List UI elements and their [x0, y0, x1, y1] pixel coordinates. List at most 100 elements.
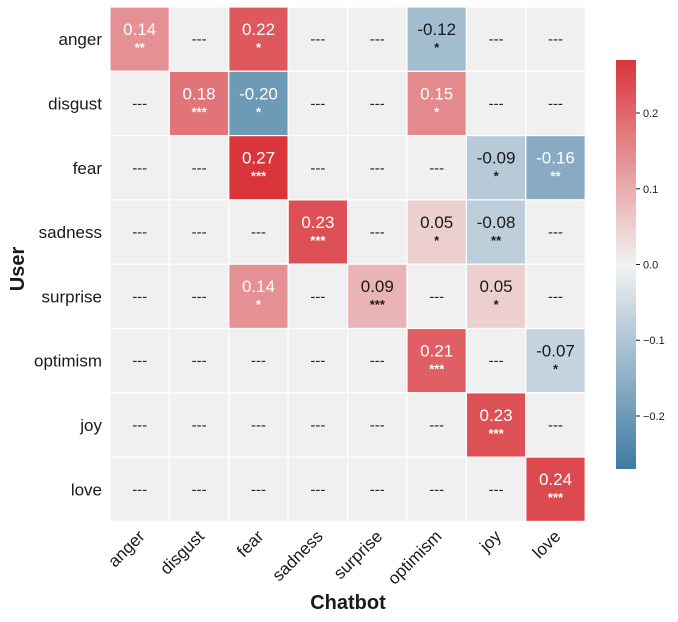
- heatmap-cell: [406, 135, 468, 201]
- cell-value-label: 0.23: [301, 213, 334, 232]
- cell-significance-label: *: [553, 362, 559, 377]
- cell-significance-label: *: [256, 297, 262, 312]
- cell-empty-label: ---: [310, 417, 325, 434]
- cell-empty-label: ---: [132, 288, 147, 305]
- cell-empty-label: ---: [489, 31, 504, 48]
- cell-empty-label: ---: [132, 417, 147, 434]
- heatmap-cell: [109, 263, 171, 330]
- x-tick-label: love: [529, 527, 564, 562]
- cell-empty-label: ---: [548, 417, 563, 434]
- cell-value-label: 0.21: [420, 342, 453, 361]
- heatmap-cell: [228, 392, 289, 458]
- cell-empty-label: ---: [251, 353, 266, 370]
- cell-value-label: 0.05: [480, 277, 513, 296]
- colorbar-tick-label: 0.2: [643, 108, 658, 120]
- heatmap-cell: [168, 456, 230, 523]
- cell-empty-label: ---: [370, 224, 385, 241]
- y-tick-label: joy: [79, 416, 102, 435]
- cell-significance-label: *: [256, 104, 262, 119]
- cell-empty-label: ---: [192, 31, 207, 48]
- heatmap-cell: [406, 392, 468, 458]
- y-tick-label: optimism: [34, 352, 102, 371]
- y-tick-label: disgust: [48, 94, 102, 113]
- cell-empty-label: ---: [132, 95, 147, 112]
- cell-value-label: 0.23: [480, 406, 513, 425]
- y-tick-label: surprise: [42, 287, 102, 306]
- cell-significance-label: ***: [251, 169, 267, 184]
- heatmap-cell: [347, 263, 408, 330]
- heatmap-cell: [525, 456, 586, 523]
- heatmap-cell: [109, 456, 171, 523]
- cell-significance-label: ***: [429, 362, 445, 377]
- cell-value-label: 0.09: [361, 277, 394, 296]
- y-tick-label: anger: [59, 30, 103, 49]
- heatmap-cell: [168, 135, 230, 201]
- heatmap-cell: [228, 456, 289, 523]
- cell-empty-label: ---: [429, 417, 444, 434]
- cell-empty-label: ---: [251, 224, 266, 241]
- cell-empty-label: ---: [370, 353, 385, 370]
- heatmap-cell: [525, 70, 586, 137]
- heatmap-cell: [109, 199, 171, 265]
- cell-significance-label: *: [494, 169, 500, 184]
- cell-empty-label: ---: [370, 95, 385, 112]
- cell-empty-label: ---: [192, 160, 207, 177]
- cell-empty-label: ---: [310, 353, 325, 370]
- colorbar-tick-label: −0.2: [643, 411, 665, 423]
- x-tick-label: fear: [233, 527, 267, 561]
- heatmap-cell: [168, 327, 230, 394]
- colorbar-tick-label: 0.0: [643, 260, 658, 272]
- cell-significance-label: *: [434, 40, 440, 55]
- heatmap-cell: [287, 135, 349, 201]
- heatmap-cell: [347, 70, 408, 137]
- heatmap-cell: [465, 199, 527, 265]
- cell-empty-label: ---: [489, 481, 504, 498]
- cell-value-label: -0.09: [477, 149, 516, 168]
- cell-significance-label: ***: [548, 490, 564, 505]
- heatmap-cell: [465, 392, 527, 458]
- cell-value-label: -0.12: [417, 20, 456, 39]
- cell-empty-label: ---: [192, 353, 207, 370]
- heatmap-cell: [168, 392, 230, 458]
- heatmap-cell: [525, 6, 586, 72]
- heatmap-cell: [168, 6, 230, 72]
- cell-empty-label: ---: [489, 95, 504, 112]
- cell-significance-label: *: [494, 297, 500, 312]
- heatmap-cell: [287, 199, 349, 265]
- y-tick-label: sadness: [39, 223, 102, 242]
- cell-significance-label: ***: [489, 426, 505, 441]
- heatmap-cell: [109, 392, 171, 458]
- colorbar-tick-label: 0.1: [643, 184, 658, 196]
- cell-empty-label: ---: [132, 224, 147, 241]
- cell-empty-label: ---: [548, 31, 563, 48]
- heatmap-cell: [228, 263, 289, 330]
- heatmap-cell: [406, 263, 468, 330]
- cell-significance-label: **: [491, 233, 502, 248]
- heatmap-cell: [465, 263, 527, 330]
- cell-significance-label: *: [434, 104, 440, 119]
- cell-empty-label: ---: [132, 160, 147, 177]
- colorbar-ticks: 0.2 0.1 0.0 −0.1 −0.2: [636, 108, 665, 423]
- cell-empty-label: ---: [548, 288, 563, 305]
- cell-empty-label: ---: [429, 160, 444, 177]
- heatmap-cell: [287, 392, 349, 458]
- x-tick-label: disgust: [156, 527, 208, 579]
- heatmap-cell: [168, 70, 230, 137]
- cell-empty-label: ---: [192, 481, 207, 498]
- x-tick-label: anger: [104, 527, 148, 571]
- cell-value-label: 0.27: [242, 149, 275, 168]
- heatmap-cell: [109, 135, 171, 201]
- cell-value-label: -0.16: [536, 149, 575, 168]
- y-tick-label: fear: [73, 159, 103, 178]
- y-tick-labels: anger disgust fear sadness surprise optimism j…: [34, 30, 103, 499]
- heatmap-cell: [347, 135, 408, 201]
- cell-empty-label: ---: [310, 481, 325, 498]
- heatmap-cell: [406, 70, 468, 137]
- heatmap-cell: [287, 327, 349, 394]
- heatmap-cell: [347, 199, 408, 265]
- heatmap-cell: [228, 327, 289, 394]
- cell-significance-label: *: [256, 40, 262, 55]
- cell-empty-label: ---: [370, 481, 385, 498]
- x-tick-label: sadness: [269, 527, 327, 585]
